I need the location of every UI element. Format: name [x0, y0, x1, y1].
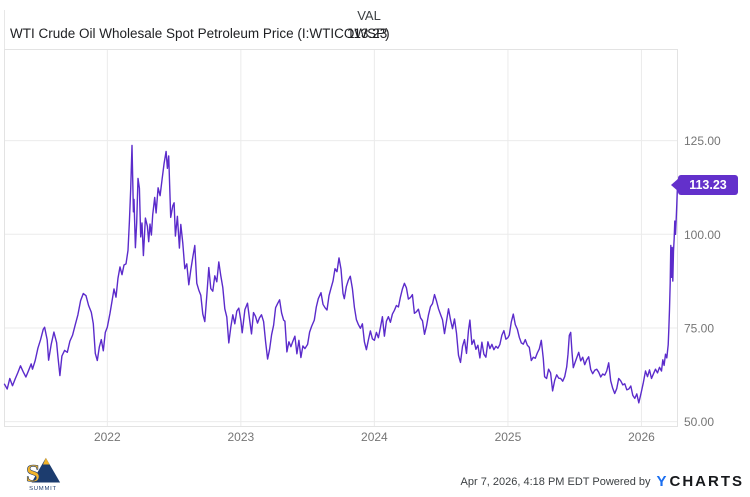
- x-axis-tick-label: 2022: [94, 430, 121, 444]
- powered-by-text: Powered by: [592, 475, 651, 488]
- y-axis-tick-label: 50.00: [684, 415, 714, 429]
- chart-timestamp: Apr 7, 2026, 4:18 PM EDT Powered by: [461, 476, 651, 488]
- x-axis-tick-label: 2024: [361, 430, 388, 444]
- summit-wordmark: SUMMIT: [29, 486, 57, 492]
- page-title: WTI Crude Oil Wholesale Spot Petroleum P…: [10, 26, 390, 41]
- timestamp-text: Apr 7, 2026, 4:18 PM EDT: [460, 475, 590, 488]
- y-axis-tick-label: 75.00: [684, 321, 714, 335]
- ycharts-logo-y: Y: [656, 473, 669, 490]
- footer-attribution: Apr 7, 2026, 4:18 PM EDT Powered by Y CH…: [461, 473, 744, 490]
- plot-border: [4, 49, 678, 427]
- x-axis-tick-label: 2025: [495, 430, 522, 444]
- summit-mountain-icon: [31, 457, 61, 483]
- y-axis-tick-label: 125.00: [684, 134, 721, 148]
- ycharts-logo[interactable]: Y CHARTS: [656, 473, 744, 490]
- x-axis-tick-label: 2023: [227, 430, 254, 444]
- summit-logo[interactable]: S SUMMIT: [24, 455, 62, 493]
- ycharts-logo-charts: CHARTS: [669, 473, 744, 490]
- last-price-badge: 113.23: [671, 174, 738, 195]
- price-line: [3, 144, 679, 404]
- y-axis-tick-label: 100.00: [684, 228, 721, 242]
- legend-current-value: 113.23: [347, 26, 388, 41]
- legend-column-header: VAL: [357, 8, 381, 23]
- summit-s-monogram: S: [26, 459, 40, 488]
- summit-peak-accent: [43, 457, 50, 465]
- x-axis-tick-label: 2026: [628, 430, 655, 444]
- chart-frame-left-edge: [4, 10, 5, 49]
